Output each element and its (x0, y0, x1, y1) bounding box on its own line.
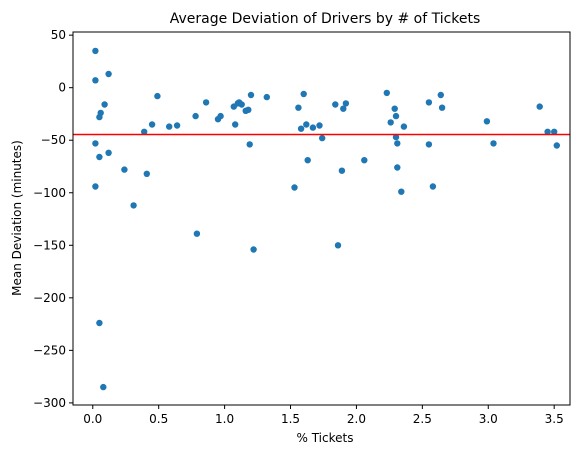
data-point (425, 99, 433, 106)
data-point (391, 105, 398, 112)
data-point (154, 92, 161, 100)
data-point (92, 47, 99, 55)
x-tick-label: 1.0 (215, 412, 234, 426)
data-point (394, 164, 401, 171)
x-tick-label: 0.5 (149, 412, 168, 426)
x-axis: 0.0 0.5 1.0 1.5 2.0 2.5 3.0 3.5 (83, 405, 564, 426)
data-point (92, 77, 99, 84)
y-tick-label: −150 (33, 238, 66, 252)
data-point (319, 134, 326, 142)
data-point (398, 188, 405, 195)
data-point (247, 91, 255, 99)
y-tick-label: −300 (33, 396, 66, 410)
data-point (217, 112, 224, 120)
data-point (437, 91, 444, 99)
data-point (246, 141, 253, 148)
data-point (297, 125, 305, 132)
data-point (238, 101, 245, 108)
y-tick-label: 50 (51, 28, 66, 42)
data-point (332, 101, 339, 108)
data-point (295, 104, 302, 111)
data-point (429, 183, 437, 190)
x-tick-label: 3.0 (479, 412, 498, 426)
data-point (92, 183, 99, 190)
data-point (263, 93, 270, 101)
data-point (392, 112, 400, 120)
data-point (250, 246, 257, 253)
x-tick-label: 2.5 (413, 412, 432, 426)
data-point (309, 124, 317, 131)
y-axis-label: Mean Deviation (minutes) (10, 140, 24, 296)
data-point (130, 202, 137, 209)
data-point (141, 128, 148, 135)
x-tick-label: 3.5 (545, 412, 564, 426)
data-point (148, 121, 156, 128)
data-point (544, 128, 551, 135)
data-point (166, 123, 173, 130)
x-tick-label: 0.0 (83, 412, 102, 426)
data-point (338, 167, 346, 174)
data-point (361, 157, 368, 164)
y-tick-label: −50 (41, 133, 66, 147)
data-point (105, 149, 112, 156)
plot-area (72, 31, 571, 406)
data-point (340, 105, 347, 112)
data-point (300, 90, 307, 98)
data-point (92, 140, 99, 147)
x-axis-label: % Tickets (297, 431, 354, 445)
data-point (400, 123, 408, 130)
data-point (536, 103, 543, 110)
y-axis: −300 −250 −200 −150 −100 −50 0 50 (33, 28, 73, 410)
y-tick-label: −100 (33, 186, 66, 200)
data-point (105, 70, 112, 78)
data-point (394, 140, 401, 147)
data-point (101, 101, 108, 108)
data-point (232, 121, 239, 128)
data-point (291, 184, 298, 191)
data-point (342, 100, 350, 107)
data-point (387, 119, 394, 126)
data-point (316, 122, 323, 129)
data-point (143, 170, 150, 177)
data-point (202, 99, 210, 106)
data-point (193, 230, 201, 237)
data-point (425, 141, 433, 148)
data-point (304, 157, 311, 164)
data-point (303, 121, 310, 128)
x-tick-label: 1.5 (281, 412, 300, 426)
data-point (392, 133, 400, 141)
data-point (192, 112, 199, 120)
data-point (97, 109, 104, 117)
data-point (100, 383, 107, 391)
plot-frame (72, 31, 571, 406)
y-tick-label: −200 (33, 291, 66, 305)
data-point (438, 104, 446, 111)
data-point (483, 118, 491, 125)
data-point (96, 319, 103, 327)
data-point (245, 106, 252, 114)
x-tick-label: 2.0 (347, 412, 366, 426)
data-point (490, 140, 497, 147)
data-point (121, 166, 128, 173)
data-point (334, 242, 342, 249)
chart-title: Average Deviation of Drivers by # of Tic… (170, 11, 481, 27)
data-point (173, 122, 181, 129)
y-tick-label: 0 (58, 81, 66, 95)
data-point (551, 128, 558, 135)
y-tick-label: −250 (33, 343, 66, 357)
data-point (96, 153, 103, 161)
data-point (553, 142, 560, 149)
data-point (383, 89, 390, 97)
